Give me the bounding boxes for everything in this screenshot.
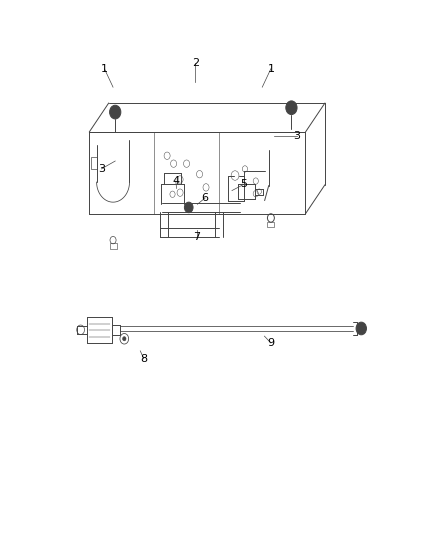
Text: 1: 1 <box>101 64 108 74</box>
Circle shape <box>286 101 297 115</box>
Text: 5: 5 <box>240 179 247 189</box>
Bar <box>110 243 117 249</box>
Bar <box>268 222 274 228</box>
Circle shape <box>356 322 367 335</box>
Text: 2: 2 <box>192 59 199 68</box>
Text: 3: 3 <box>98 164 105 174</box>
Circle shape <box>184 202 193 213</box>
Text: 1: 1 <box>267 64 274 74</box>
Bar <box>92 157 97 169</box>
Text: 3: 3 <box>293 131 300 141</box>
Text: 9: 9 <box>267 338 275 348</box>
Circle shape <box>110 105 121 119</box>
Text: 6: 6 <box>201 193 208 203</box>
Text: 4: 4 <box>172 176 179 186</box>
Circle shape <box>123 337 126 341</box>
Text: 8: 8 <box>140 354 147 364</box>
Text: 7: 7 <box>193 232 200 243</box>
